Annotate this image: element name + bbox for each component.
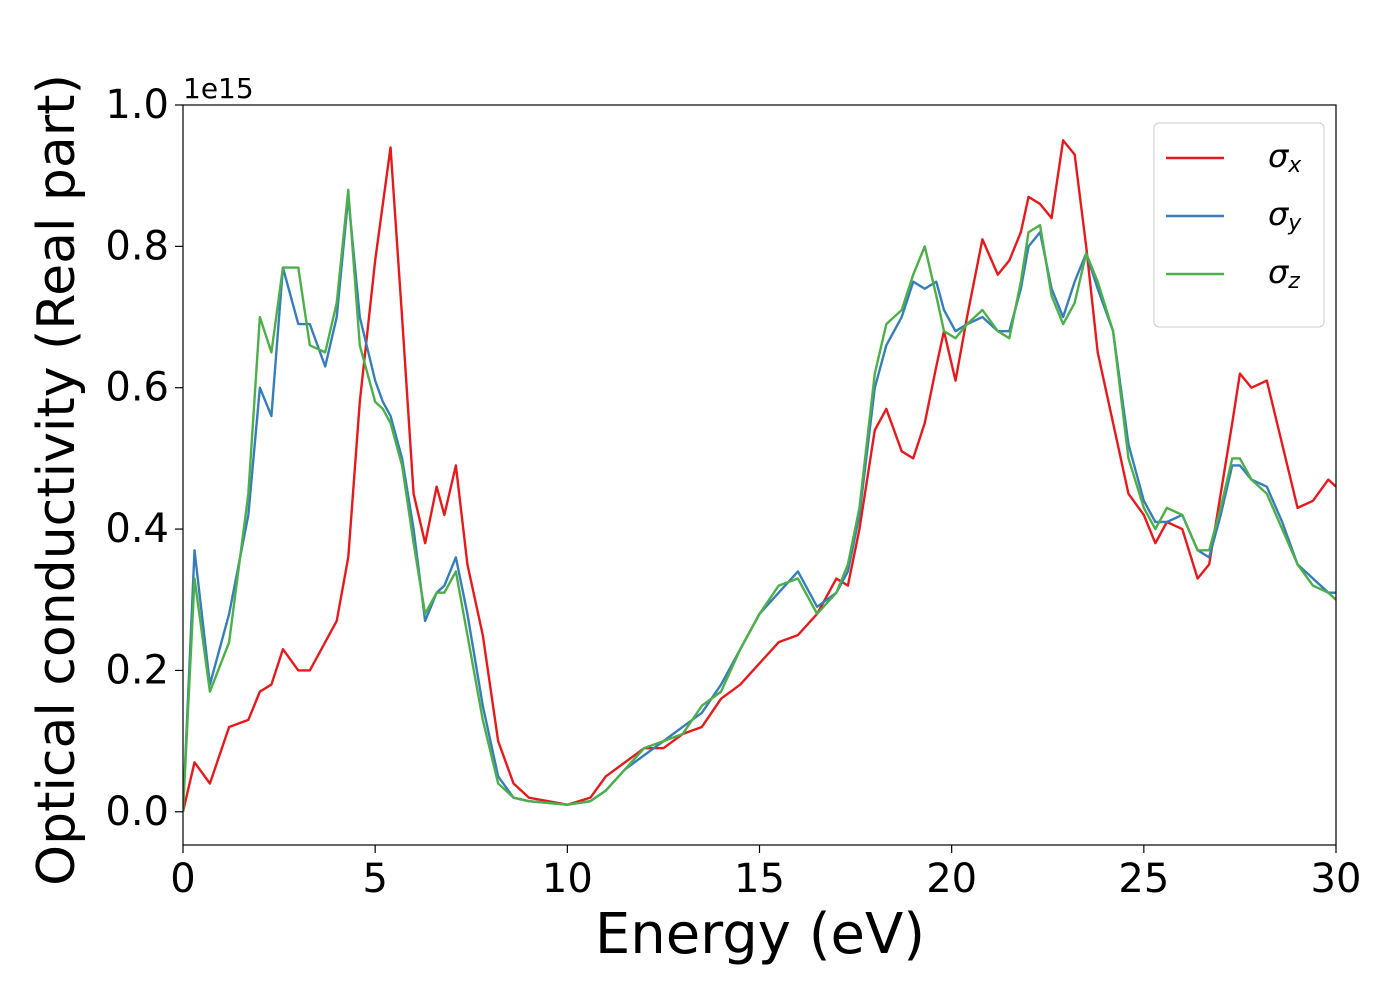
y-tick-label: 0.6 — [105, 365, 169, 411]
y-tick-label: 1.0 — [105, 82, 169, 128]
y-axis-label: Optical conductivity (Real part) — [27, 74, 87, 886]
legend-box — [1153, 122, 1325, 328]
x-tick-label: 10 — [542, 856, 593, 902]
x-tick-label: 5 — [362, 856, 387, 902]
y-tick-label: 0.0 — [105, 789, 169, 835]
x-axis-label: Energy (eV) — [595, 902, 925, 967]
y-tick-label: 0.2 — [105, 647, 169, 693]
x-tick-label: 20 — [926, 856, 977, 902]
legend-label: σz — [1268, 253, 1300, 294]
legend-label: σy — [1268, 195, 1302, 236]
x-tick-label: 0 — [170, 856, 195, 902]
legend-label: σx — [1268, 137, 1302, 178]
series-line — [183, 188, 1336, 812]
x-tick-label: 30 — [1311, 856, 1362, 902]
y-tick-label: 0.4 — [105, 506, 169, 552]
offset-text: 1e15 — [183, 72, 254, 105]
x-tick-label: 15 — [734, 856, 785, 902]
legend: σx σy σz — [1153, 122, 1325, 328]
x-tick-label: 25 — [1118, 856, 1169, 902]
y-tick-label: 0.8 — [105, 223, 169, 269]
plot-frame — [182, 104, 1337, 846]
plot-lines — [183, 139, 1336, 813]
